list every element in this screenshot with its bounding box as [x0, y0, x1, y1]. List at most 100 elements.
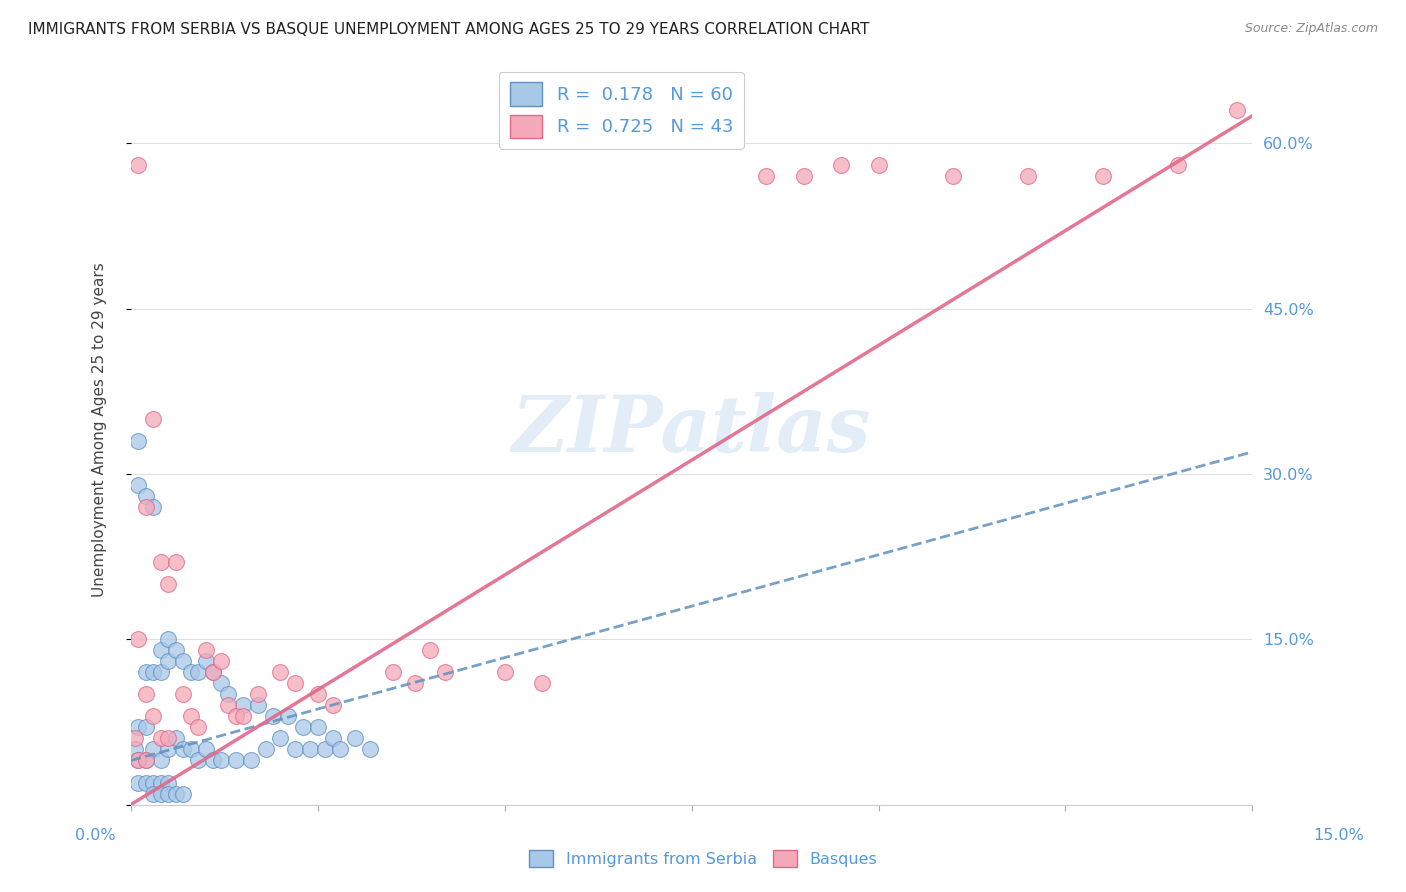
Point — [359, 742, 381, 756]
Point — [269, 731, 291, 746]
Point — [209, 754, 232, 768]
Point — [127, 754, 149, 768]
Point — [180, 709, 202, 723]
Text: 15.0%: 15.0% — [1313, 829, 1364, 843]
Point — [180, 665, 202, 680]
Point — [157, 787, 180, 801]
Point — [172, 654, 194, 668]
Point — [247, 698, 270, 713]
Point — [149, 787, 172, 801]
Point — [217, 698, 239, 713]
Point — [269, 665, 291, 680]
Point — [239, 754, 262, 768]
Point — [135, 754, 157, 768]
Point — [344, 731, 367, 746]
Point — [180, 742, 202, 756]
Point — [299, 742, 322, 756]
Point — [149, 665, 172, 680]
Point — [127, 632, 149, 647]
Point — [142, 709, 165, 723]
Point — [135, 489, 157, 503]
Point — [494, 665, 516, 680]
Point — [307, 720, 329, 734]
Point — [165, 731, 187, 746]
Point — [322, 698, 344, 713]
Point — [202, 754, 225, 768]
Point — [232, 698, 254, 713]
Point — [165, 787, 187, 801]
Point — [157, 654, 180, 668]
Point — [172, 742, 194, 756]
Point — [322, 731, 344, 746]
Point — [793, 169, 815, 184]
Point — [149, 754, 172, 768]
Point — [157, 742, 180, 756]
Point — [194, 742, 217, 756]
Point — [1091, 169, 1114, 184]
Point — [157, 577, 180, 591]
Point — [1226, 103, 1249, 118]
Point — [142, 412, 165, 426]
Point — [165, 643, 187, 657]
Point — [124, 731, 146, 746]
Point — [135, 500, 157, 514]
Point — [262, 709, 284, 723]
Point — [202, 665, 225, 680]
Point — [404, 676, 426, 690]
Point — [127, 158, 149, 172]
Point — [135, 665, 157, 680]
Point — [157, 775, 180, 789]
Point — [232, 709, 254, 723]
Point — [209, 676, 232, 690]
Point — [217, 687, 239, 701]
Point — [329, 742, 352, 756]
Point — [225, 754, 247, 768]
Legend: R =  0.178   N = 60, R =  0.725   N = 43: R = 0.178 N = 60, R = 0.725 N = 43 — [499, 71, 744, 149]
Point — [149, 555, 172, 569]
Point — [868, 158, 890, 172]
Point — [194, 643, 217, 657]
Point — [247, 687, 270, 701]
Text: ZIPatlas: ZIPatlas — [512, 392, 872, 468]
Point — [284, 676, 307, 690]
Point — [1167, 158, 1189, 172]
Point — [157, 632, 180, 647]
Point — [127, 754, 149, 768]
Text: IMMIGRANTS FROM SERBIA VS BASQUE UNEMPLOYMENT AMONG AGES 25 TO 29 YEARS CORRELAT: IMMIGRANTS FROM SERBIA VS BASQUE UNEMPLO… — [28, 22, 869, 37]
Point — [142, 665, 165, 680]
Point — [381, 665, 404, 680]
Point — [187, 754, 209, 768]
Point — [135, 720, 157, 734]
Point — [284, 742, 307, 756]
Point — [1017, 169, 1039, 184]
Point — [149, 643, 172, 657]
Point — [127, 478, 149, 492]
Point — [149, 731, 172, 746]
Text: Source: ZipAtlas.com: Source: ZipAtlas.com — [1244, 22, 1378, 36]
Point — [187, 665, 209, 680]
Point — [254, 742, 277, 756]
Point — [433, 665, 456, 680]
Legend: Immigrants from Serbia, Basques: Immigrants from Serbia, Basques — [523, 843, 883, 873]
Point — [142, 787, 165, 801]
Point — [314, 742, 336, 756]
Point — [135, 687, 157, 701]
Point — [124, 742, 146, 756]
Point — [142, 775, 165, 789]
Point — [149, 775, 172, 789]
Point — [419, 643, 441, 657]
Point — [172, 787, 194, 801]
Point — [202, 665, 225, 680]
Point — [127, 434, 149, 448]
Point — [142, 500, 165, 514]
Point — [127, 775, 149, 789]
Point — [172, 687, 194, 701]
Point — [942, 169, 965, 184]
Point — [830, 158, 852, 172]
Point — [135, 754, 157, 768]
Point — [142, 742, 165, 756]
Point — [755, 169, 778, 184]
Point — [157, 731, 180, 746]
Text: 0.0%: 0.0% — [76, 829, 115, 843]
Point — [277, 709, 299, 723]
